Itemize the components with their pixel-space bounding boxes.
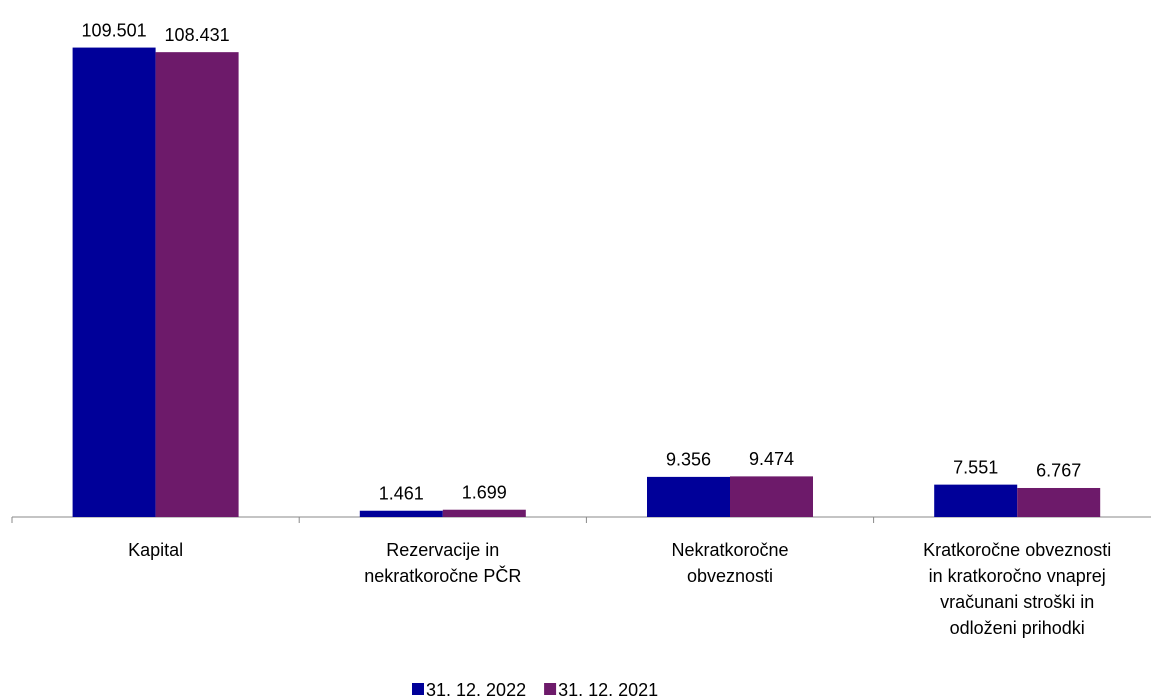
bar [72, 47, 156, 517]
value-label: 9.356 [666, 450, 711, 470]
bar [934, 484, 1018, 517]
bar [730, 476, 813, 517]
value-label: 1.699 [462, 482, 507, 502]
x-tick-label: Kratkoročne obveznosti in kratkoročno vna… [923, 540, 1111, 638]
value-label: 6.767 [1036, 461, 1081, 481]
value-label: 7.551 [953, 457, 998, 477]
legend-swatch [412, 683, 424, 695]
x-tick-label: Kapital [128, 540, 183, 560]
bar [359, 510, 443, 517]
value-label: 108.431 [165, 25, 230, 45]
x-tick-label: Rezervacije in nekratkoročne PČR [364, 540, 521, 586]
bar [155, 52, 239, 518]
legend-label: 31. 12. 2022 [426, 680, 526, 700]
legend-label: 31. 12. 2021 [558, 680, 658, 700]
value-label: 109.501 [82, 20, 147, 40]
bar [1017, 487, 1101, 517]
legend-swatch [544, 683, 557, 695]
value-label: 9.474 [749, 449, 794, 469]
bar [442, 509, 526, 517]
bar [647, 476, 730, 517]
x-tick-label: Nekratkoročne obveznosti [671, 540, 788, 586]
value-label: 1.461 [379, 483, 424, 503]
